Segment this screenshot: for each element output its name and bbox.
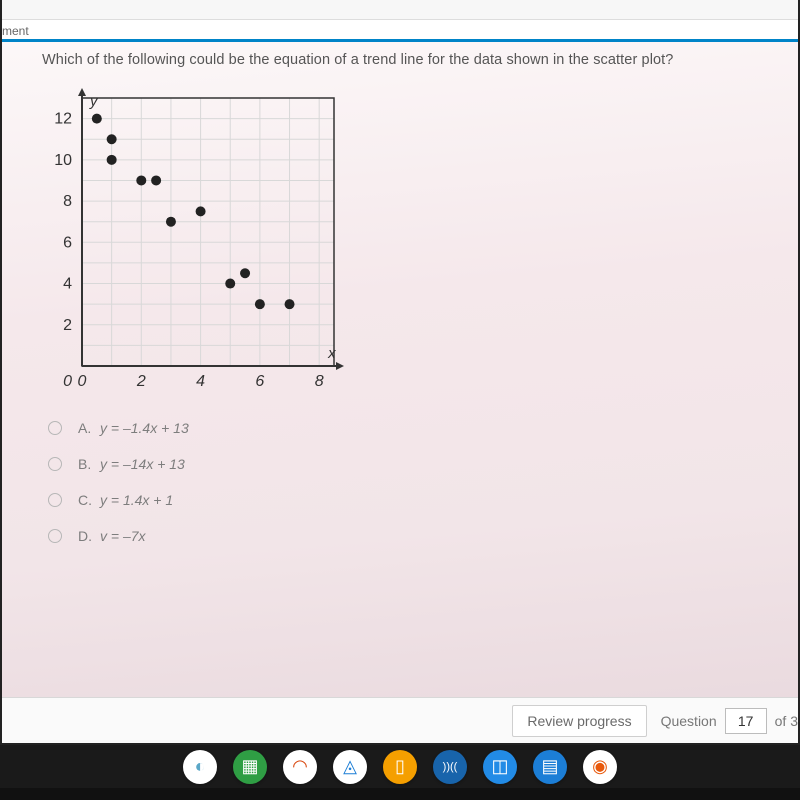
- svg-text:10: 10: [54, 152, 72, 169]
- app7-icon[interactable]: ◫: [483, 750, 517, 784]
- of-label: of 3: [775, 713, 798, 729]
- answer-letter: C.: [78, 492, 100, 508]
- question-text: Which of the following could be the equa…: [42, 46, 780, 78]
- svg-text:8: 8: [315, 373, 324, 390]
- radio-icon[interactable]: [48, 421, 62, 435]
- review-progress-button[interactable]: Review progress: [512, 705, 646, 737]
- svg-text:4: 4: [63, 276, 72, 293]
- answer-equation: v = –7x: [100, 528, 146, 544]
- svg-text:6: 6: [63, 234, 72, 251]
- screen-area: ment Which of the following could be the…: [0, 0, 800, 745]
- chrome-icon[interactable]: ◉: [583, 750, 617, 784]
- svg-text:x: x: [327, 345, 336, 362]
- app3-icon[interactable]: ◠: [283, 750, 317, 784]
- answer-row[interactable]: B.y = –14x + 13: [48, 446, 780, 482]
- answer-row[interactable]: C.y = 1.4x + 1: [48, 482, 780, 518]
- scatter-plot: 0 2 4 6 8 2 4 6 8 10 12 0 x y: [42, 86, 352, 396]
- svg-text:8: 8: [63, 193, 72, 210]
- svg-text:y: y: [89, 93, 99, 110]
- answer-letter: A.: [78, 420, 100, 436]
- app5-icon[interactable]: ▯: [383, 750, 417, 784]
- question-number-box: 17: [725, 708, 767, 734]
- svg-text:6: 6: [255, 373, 264, 390]
- svg-text:0: 0: [78, 373, 87, 390]
- answer-equation: y = –1.4x + 13: [100, 420, 189, 436]
- question-label: Question: [661, 713, 717, 729]
- answer-row[interactable]: A.y = –1.4x + 13: [48, 410, 780, 446]
- radio-icon[interactable]: [48, 529, 62, 543]
- svg-text:2: 2: [63, 317, 72, 334]
- browser-chrome: [2, 0, 798, 20]
- svg-text:0: 0: [63, 373, 72, 390]
- taskbar: ◐ ▦ ◠ ◬ ▯ ))(( ◫ ▤ ◉: [0, 745, 800, 788]
- svg-text:12: 12: [54, 111, 72, 128]
- question-counter: Question 17 of 3: [661, 708, 798, 734]
- svg-text:2: 2: [136, 373, 146, 390]
- answer-equation: y = 1.4x + 1: [100, 492, 173, 508]
- footer-bar: Review progress Question 17 of 3: [2, 697, 798, 743]
- tab-fragment: ment: [2, 24, 29, 38]
- app1-icon[interactable]: ◐: [183, 750, 217, 784]
- content-area: Which of the following could be the equa…: [2, 42, 798, 554]
- app6-icon[interactable]: ))((: [433, 750, 467, 784]
- answer-equation: y = –14x + 13: [100, 456, 185, 472]
- bezel: [0, 788, 800, 800]
- docs-icon[interactable]: ▤: [533, 750, 567, 784]
- answer-letter: D.: [78, 528, 100, 544]
- chart-svg: 0 2 4 6 8 2 4 6 8 10 12 0 x y: [42, 86, 352, 396]
- answer-row[interactable]: D.v = –7x: [48, 518, 780, 554]
- tab-bar: ment: [2, 20, 798, 42]
- radio-icon[interactable]: [48, 493, 62, 507]
- answer-letter: B.: [78, 456, 100, 472]
- svg-text:4: 4: [196, 373, 205, 390]
- answer-list: A.y = –1.4x + 13B.y = –14x + 13C.y = 1.4…: [48, 410, 780, 554]
- app2-icon[interactable]: ▦: [233, 750, 267, 784]
- radio-icon[interactable]: [48, 457, 62, 471]
- drive-icon[interactable]: ◬: [333, 750, 367, 784]
